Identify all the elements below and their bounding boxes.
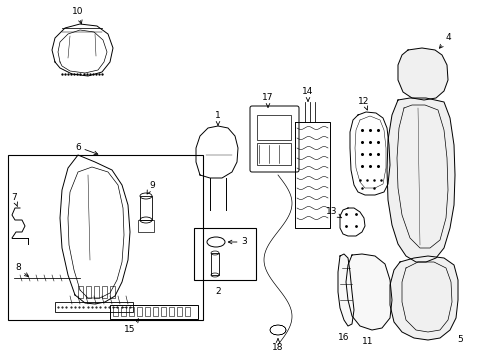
Bar [110, 305, 198, 319]
Text: 3: 3 [228, 238, 246, 247]
Bar [78, 286, 83, 298]
Bar [129, 307, 134, 316]
Polygon shape [386, 98, 454, 262]
Bar [138, 220, 154, 232]
Bar [177, 307, 182, 316]
Text: 4: 4 [439, 33, 450, 48]
Text: 11: 11 [362, 338, 373, 346]
Bar [140, 196, 152, 220]
Bar [184, 307, 190, 316]
Text: 6: 6 [75, 143, 98, 155]
Bar [145, 307, 150, 316]
Bar [8, 155, 203, 320]
Text: 18: 18 [272, 339, 283, 352]
Polygon shape [389, 256, 457, 340]
Bar [86, 286, 91, 298]
Text: 14: 14 [302, 87, 313, 101]
Bar [194, 228, 256, 280]
Bar [55, 302, 133, 312]
Text: 15: 15 [124, 319, 138, 334]
Polygon shape [337, 254, 353, 326]
Bar [210, 253, 219, 275]
Bar [257, 115, 290, 140]
Text: 9: 9 [147, 180, 155, 194]
Bar [169, 307, 174, 316]
Text: 5: 5 [456, 336, 462, 345]
Text: 10: 10 [72, 8, 83, 24]
Text: 2: 2 [215, 288, 221, 297]
Text: 13: 13 [325, 207, 341, 218]
Bar [161, 307, 165, 316]
Text: 16: 16 [338, 333, 349, 342]
Bar [94, 286, 99, 298]
Polygon shape [397, 48, 447, 100]
Text: 8: 8 [15, 264, 28, 276]
Bar [102, 286, 107, 298]
Bar [113, 307, 118, 316]
Text: 12: 12 [358, 96, 369, 110]
Bar [121, 307, 126, 316]
Bar [137, 307, 142, 316]
Bar [110, 286, 115, 298]
Text: 7: 7 [11, 194, 18, 207]
Polygon shape [346, 254, 391, 330]
Text: 17: 17 [262, 94, 273, 107]
Bar [257, 143, 290, 165]
Text: 1: 1 [215, 112, 221, 125]
Bar [153, 307, 158, 316]
